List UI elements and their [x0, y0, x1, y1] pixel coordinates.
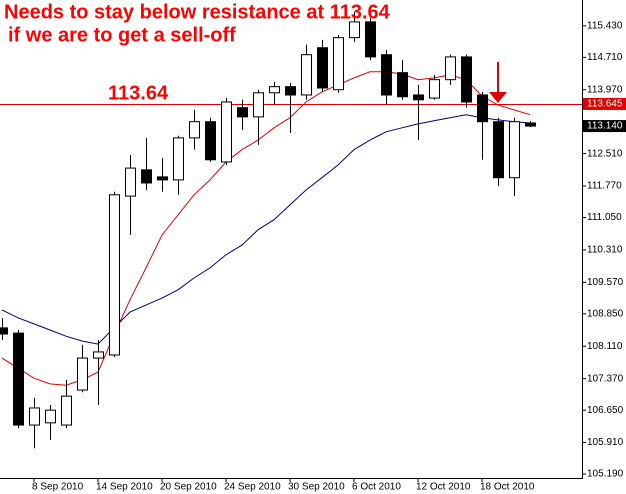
y-tick-label: 106.650 — [587, 405, 624, 416]
candle-body — [237, 107, 248, 118]
candle-body — [221, 101, 232, 163]
y-tick-label: 105.190 — [587, 469, 624, 480]
candle-body — [0, 327, 8, 335]
x-tick-label: 18 Oct 2010 — [480, 482, 535, 493]
price-box-label: 113.140 — [587, 121, 623, 132]
candle-body — [509, 121, 520, 179]
y-tick-label: 108.110 — [587, 341, 623, 352]
candle-body — [365, 21, 376, 58]
candle-body — [493, 121, 504, 179]
candle-body — [477, 94, 488, 123]
x-tick-label: 20 Sep 2010 — [160, 482, 217, 493]
y-tick-label: 112.510 — [587, 148, 623, 159]
candle-body — [141, 169, 152, 184]
x-tick-label: 30 Sep 2010 — [288, 482, 345, 493]
y-tick-label: 108.850 — [587, 308, 624, 319]
candle-body — [29, 407, 40, 426]
candle-body — [381, 54, 392, 96]
candle-body — [397, 72, 408, 98]
candle-body — [93, 351, 104, 359]
y-tick-label: 111.050 — [587, 212, 622, 223]
candle-body — [285, 86, 296, 96]
candle-body — [253, 92, 264, 118]
plot-area — [0, 11, 582, 449]
annotation: 113.64 — [108, 82, 169, 104]
chart-subtitle: if we are to get a sell-off — [8, 24, 236, 46]
candle-body — [413, 94, 424, 101]
y-tick-label: 105.910 — [587, 437, 624, 448]
candle-body — [301, 54, 312, 96]
y-tick-label: 107.370 — [587, 373, 624, 384]
candle-body — [109, 194, 120, 356]
candle-body — [525, 122, 536, 127]
candle-body — [45, 409, 56, 424]
price-box — [583, 97, 626, 110]
candle-body — [429, 79, 440, 99]
candle-body — [461, 56, 472, 103]
candle-body — [173, 137, 184, 181]
x-tick-label: 6 Oct 2010 — [352, 482, 401, 493]
y-tick-label: 115.430 — [587, 20, 623, 31]
y-tick-label: 109.570 — [587, 277, 624, 288]
arrow-head — [489, 92, 507, 103]
x-tick-label: 24 Sep 2010 — [224, 482, 281, 493]
candle-body — [61, 395, 72, 426]
candle-body — [445, 56, 456, 81]
candle-body — [189, 121, 200, 139]
candle-body — [13, 332, 24, 426]
chart-title: Needs to stay below resistance at 113.64 — [4, 1, 391, 23]
candle-body — [125, 167, 136, 197]
y-tick-label: 111.770 — [587, 181, 622, 192]
candle-body — [269, 86, 280, 94]
price-box — [583, 120, 626, 133]
x-tick-label: 12 Oct 2010 — [416, 482, 471, 493]
candle-body — [317, 47, 328, 89]
moving-average — [1, 71, 531, 386]
candle-body — [77, 357, 88, 391]
x-tick-label: 14 Sep 2010 — [96, 482, 153, 493]
candle-body — [205, 121, 216, 161]
price-box-label: 113.645 — [587, 99, 623, 110]
candle-body — [349, 21, 360, 39]
x-tick-label: 8 Sep 2010 — [32, 482, 84, 493]
moving-average — [1, 114, 531, 345]
y-tick-label: 114.710 — [587, 52, 623, 63]
y-tick-label: 113.970 — [587, 84, 623, 95]
candle-body — [333, 37, 344, 91]
y-tick-label: 110.310 — [587, 245, 623, 256]
candle-body — [157, 176, 168, 181]
